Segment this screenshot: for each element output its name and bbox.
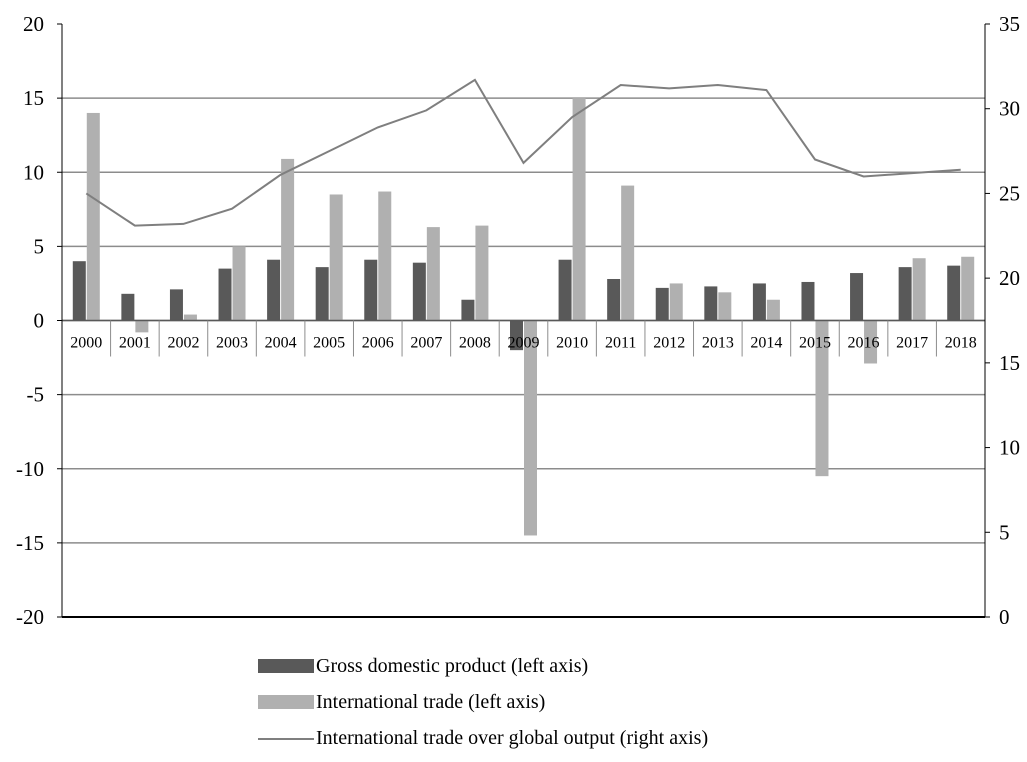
category-label-2005: 2005 bbox=[313, 335, 345, 352]
bar-trade-2016 bbox=[864, 320, 878, 364]
bar-gdp-2014 bbox=[752, 283, 766, 321]
bar-gdp-2013 bbox=[704, 286, 718, 321]
left-tick-label: 20 bbox=[23, 12, 44, 36]
legend-label-ratio: International trade over global output (… bbox=[316, 727, 709, 749]
bar-trade-2011 bbox=[621, 185, 635, 321]
legend-swatch-trade bbox=[258, 695, 314, 709]
ratio-line bbox=[85, 78, 961, 227]
bar-gdp-2016 bbox=[850, 273, 864, 321]
bar-trade-2013 bbox=[718, 292, 732, 321]
bar-trade-2010 bbox=[572, 98, 586, 321]
left-tick-label: 15 bbox=[23, 86, 44, 110]
bar-trade-2004 bbox=[281, 158, 295, 321]
category-label-2016: 2016 bbox=[848, 335, 880, 352]
category-label-2007: 2007 bbox=[410, 335, 442, 352]
legend-swatch-gdp bbox=[258, 659, 314, 673]
bar-gdp-2004 bbox=[267, 259, 281, 321]
legend: Gross domestic product (left axis) Inter… bbox=[258, 652, 978, 760]
bar-gdp-2017 bbox=[898, 267, 912, 321]
right-tick-label: 5 bbox=[999, 520, 1010, 544]
category-label-2006: 2006 bbox=[362, 335, 394, 352]
bar-gdp-2001 bbox=[121, 293, 135, 321]
legend-item-ratio: International trade over global output (… bbox=[258, 724, 978, 760]
category-label-2012: 2012 bbox=[653, 335, 685, 352]
left-tick-label: -15 bbox=[16, 531, 44, 555]
legend-label-gdp: Gross domestic product (left axis) bbox=[316, 655, 589, 677]
bar-gdp-2000 bbox=[72, 261, 86, 321]
category-label-2002: 2002 bbox=[167, 335, 199, 352]
legend-swatch-ratio bbox=[258, 738, 314, 740]
bar-trade-2002 bbox=[183, 314, 197, 321]
bar-trade-2017 bbox=[912, 258, 926, 321]
right-tick-label: 35 bbox=[999, 12, 1020, 36]
category-label-2017: 2017 bbox=[896, 335, 928, 352]
category-label-2014: 2014 bbox=[750, 335, 782, 352]
right-tick-label: 20 bbox=[999, 266, 1020, 290]
bar-gdp-2009 bbox=[510, 320, 523, 351]
category-label-2000: 2000 bbox=[70, 335, 102, 352]
legend-item-trade: International trade (left axis) bbox=[258, 688, 978, 724]
bar-trade-2005 bbox=[329, 194, 343, 321]
bar-trade-2009 bbox=[524, 320, 537, 536]
left-tick-label: 5 bbox=[34, 234, 45, 258]
bar-trade-2018 bbox=[961, 256, 975, 321]
bar-trade-2006 bbox=[378, 191, 392, 321]
category-label-2008: 2008 bbox=[459, 335, 491, 352]
bar-gdp-2012 bbox=[655, 287, 669, 321]
bar-gdp-2011 bbox=[607, 278, 621, 321]
bars bbox=[72, 98, 975, 536]
right-tick-label: 10 bbox=[999, 436, 1020, 460]
bar-gdp-2002 bbox=[169, 289, 183, 321]
right-tick-label: 0 bbox=[999, 605, 1010, 629]
bar-gdp-2005 bbox=[315, 267, 329, 321]
left-tick-label: -5 bbox=[27, 383, 45, 407]
line-ratio bbox=[85, 78, 961, 227]
bar-trade-2000 bbox=[86, 112, 100, 321]
bar-gdp-2003 bbox=[218, 268, 232, 321]
category-label-2013: 2013 bbox=[702, 335, 734, 352]
bar-trade-2003 bbox=[232, 246, 246, 321]
right-tick-label: 30 bbox=[999, 97, 1020, 121]
bar-gdp-2008 bbox=[461, 299, 475, 321]
bar-trade-2014 bbox=[766, 299, 780, 321]
category-label-2009: 2009 bbox=[508, 335, 540, 352]
bar-trade-2008 bbox=[475, 225, 489, 321]
category-label-2003: 2003 bbox=[216, 335, 248, 352]
bar-trade-2015 bbox=[815, 320, 829, 477]
category-label-2001: 2001 bbox=[119, 335, 151, 352]
bar-gdp-2015 bbox=[801, 281, 815, 321]
bar-trade-2012 bbox=[669, 283, 683, 321]
category-label-2018: 2018 bbox=[945, 335, 977, 352]
right-tick-label: 15 bbox=[999, 351, 1020, 375]
left-tick-label: 0 bbox=[34, 309, 45, 333]
bar-trade-2007 bbox=[426, 227, 440, 321]
bar-gdp-2006 bbox=[364, 259, 378, 321]
category-label-2015: 2015 bbox=[799, 335, 831, 352]
bar-gdp-2010 bbox=[558, 259, 572, 321]
bar-trade-2001 bbox=[135, 320, 149, 333]
left-tick-label: 10 bbox=[23, 160, 44, 184]
category-labels: 2000 2001 2002 2003 2004 2005 2006 2007 2008 2009… bbox=[70, 335, 976, 352]
category-label-2004: 2004 bbox=[265, 335, 297, 352]
bar-gdp-2018 bbox=[947, 265, 961, 321]
left-tick-label: -20 bbox=[16, 605, 44, 629]
legend-label-trade: International trade (left axis) bbox=[316, 691, 546, 713]
axes bbox=[57, 23, 990, 618]
legend-item-gdp: Gross domestic product (left axis) bbox=[258, 652, 978, 688]
right-tick-label: 25 bbox=[999, 181, 1020, 205]
bar-gdp-2007 bbox=[412, 262, 426, 321]
right-axis-ticks: 35 30 25 20 15 10 5 0 bbox=[999, 12, 1020, 629]
left-tick-label: -10 bbox=[16, 457, 44, 481]
left-axis-ticks: 20 15 10 5 0 -5 -10 -15 -20 bbox=[16, 12, 44, 629]
category-label-2010: 2010 bbox=[556, 335, 588, 352]
category-label-2011: 2011 bbox=[605, 335, 636, 352]
